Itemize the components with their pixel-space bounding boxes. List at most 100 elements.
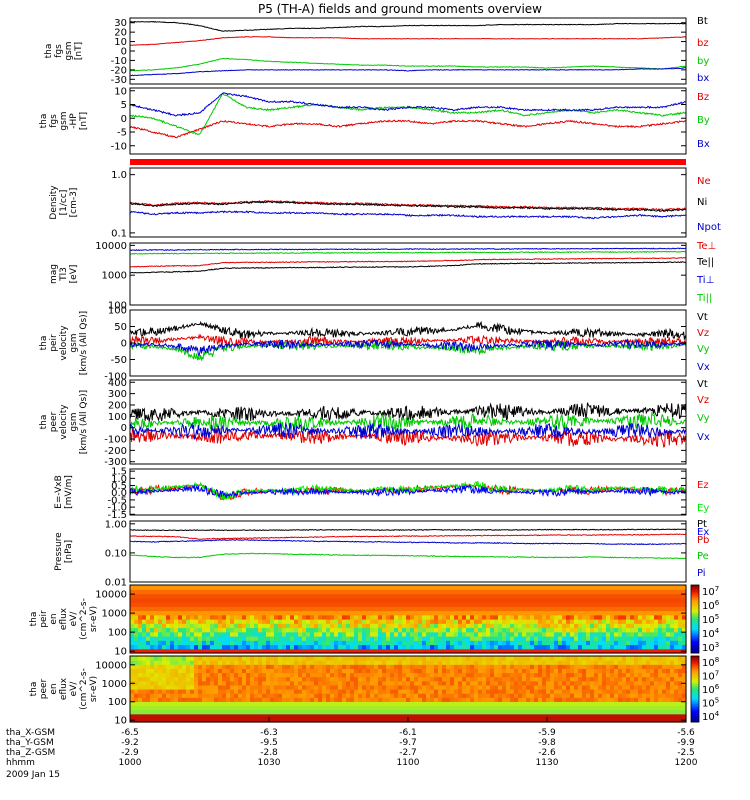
heatmap-cell [462,660,467,665]
heatmap-cell [654,713,659,719]
heatmap-cell [238,636,243,641]
heatmap-cell [266,648,271,654]
heatmap-cell [374,610,379,616]
heatmap-cell [194,676,199,682]
heatmap-cell [622,713,627,719]
heatmap-cell [162,717,167,723]
heatmap-cell [390,713,395,719]
heatmap-cell [522,717,527,723]
heatmap-cell [134,644,139,650]
heatmap-cell [382,623,387,629]
heatmap-cell [202,664,207,669]
heatmap-cell [306,644,311,650]
heatmap-cell [554,640,559,646]
heatmap-cell [422,589,427,595]
heatmap-cell [206,631,211,637]
heatmap-cell [342,631,347,637]
heatmap-cell [358,709,363,715]
heatmap-cell [682,689,687,694]
colorbar-step [691,715,699,718]
heatmap-cell [226,606,231,612]
heatmap-cell [262,644,267,650]
heatmap-cell [234,585,239,590]
heatmap-cell [358,656,363,661]
heatmap-cell [254,709,259,715]
heatmap-cell [306,693,311,698]
heatmap-cell [450,631,455,637]
heatmap-cell [302,697,307,702]
heatmap-cell [466,631,471,637]
heatmap-cell [226,656,231,661]
heatmap-cell [438,602,443,607]
heatmap-cell [550,680,555,686]
heatmap-cell [222,631,227,637]
heatmap-cell [418,644,423,650]
heatmap-cell [182,627,187,633]
heatmap-cell [326,602,331,607]
heatmap-cell [430,713,435,719]
heatmap-cell [338,705,343,711]
heatmap-cell [354,664,359,669]
colorbar-step [691,680,699,683]
heatmap-cell [338,644,343,650]
heatmap-cell [374,672,379,678]
heatmap-cell [254,713,259,719]
heatmap-cell [314,636,319,641]
heatmap-cell [586,631,591,637]
heatmap-cell [502,656,507,661]
heatmap-cell [426,585,431,590]
heatmap-cell [442,619,447,624]
heatmap-cell [670,693,675,698]
heatmap-cell [162,705,167,711]
heatmap-cell [234,705,239,711]
heatmap-cell [542,697,547,702]
heatmap-cell [570,656,575,661]
heatmap-cell [178,676,183,682]
heatmap-cell [370,701,375,707]
heatmap-cell [426,627,431,633]
heatmap-cell [486,593,491,599]
xaxis-value: -2.8 [260,748,278,758]
heatmap-cell [230,597,235,603]
heatmap-cell [298,614,303,620]
heatmap-cell [530,640,535,646]
heatmap-cell [502,619,507,624]
heatmap-cell [642,664,647,669]
heatmap-cell [482,589,487,595]
heatmap-cell [370,597,375,603]
heatmap-cell [518,717,523,723]
heatmap-cell [214,689,219,694]
heatmap-cell [274,623,279,629]
heatmap-cell [618,619,623,624]
heatmap-cell [246,656,251,661]
heatmap-cell [654,717,659,723]
heatmap-cell [330,644,335,650]
heatmap-cell [602,606,607,612]
heatmap-cell [290,602,295,607]
heatmap-cell [386,697,391,702]
heatmap-cell [606,636,611,641]
heatmap-cell [190,593,195,599]
heatmap-cell [298,668,303,674]
heatmap-cell [150,606,155,612]
heatmap-cell [418,631,423,637]
heatmap-cell [598,697,603,702]
heatmap-cell [166,585,171,590]
heatmap-cell [278,593,283,599]
heatmap-cell [290,713,295,719]
heatmap-cell [342,713,347,719]
heatmap-cell [202,619,207,624]
heatmap-cell [598,701,603,707]
heatmap-cell [558,709,563,715]
heatmap-cell [138,631,143,637]
heatmap-cell [638,717,643,723]
heatmap-cell [366,610,371,616]
heatmap-cell [434,606,439,612]
heatmap-cell [426,693,431,698]
heatmap-cell [606,697,611,702]
heatmap-cell [346,627,351,633]
heatmap-cell [638,602,643,607]
heatmap-cell [542,660,547,665]
heatmap-cell [566,693,571,698]
heatmap-cell [606,614,611,620]
